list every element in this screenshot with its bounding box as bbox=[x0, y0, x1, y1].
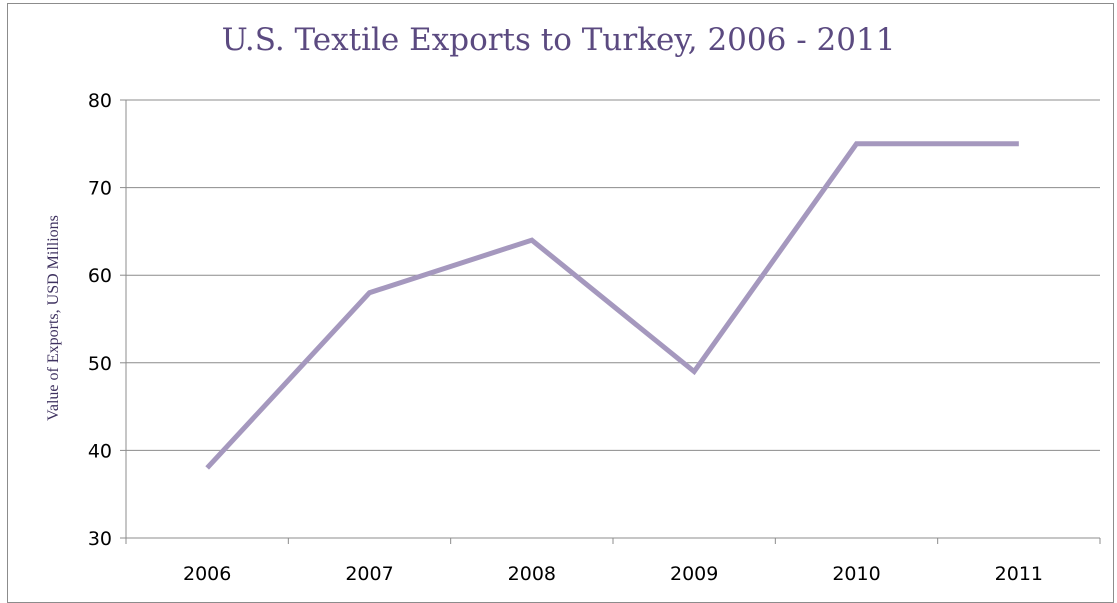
y-axis-label: Value of Exports, USD Millions bbox=[45, 215, 62, 421]
y-tick-label-60: 60 bbox=[88, 265, 112, 287]
x-tick-label-2006: 2006 bbox=[183, 563, 231, 585]
y-tick-label-30: 30 bbox=[88, 528, 112, 550]
x-tick-labels: 2006 2007 2008 2009 2010 2011 bbox=[183, 563, 1043, 585]
series-line-0 bbox=[207, 144, 1019, 468]
y-tick-label-50: 50 bbox=[88, 353, 112, 375]
y-tick-label-40: 40 bbox=[88, 440, 112, 462]
x-tick-label-2010: 2010 bbox=[832, 563, 880, 585]
x-tick-label-2008: 2008 bbox=[508, 563, 556, 585]
y-tick-label-70: 70 bbox=[88, 178, 112, 200]
x-tick-label-2011: 2011 bbox=[995, 563, 1043, 585]
x-tick-label-2007: 2007 bbox=[345, 563, 393, 585]
y-tick-labels: 30 40 50 60 70 80 bbox=[88, 90, 112, 550]
series-lines bbox=[207, 144, 1019, 468]
x-tick-label-2009: 2009 bbox=[670, 563, 718, 585]
axes bbox=[120, 100, 1100, 544]
y-tick-label-80: 80 bbox=[88, 90, 112, 112]
